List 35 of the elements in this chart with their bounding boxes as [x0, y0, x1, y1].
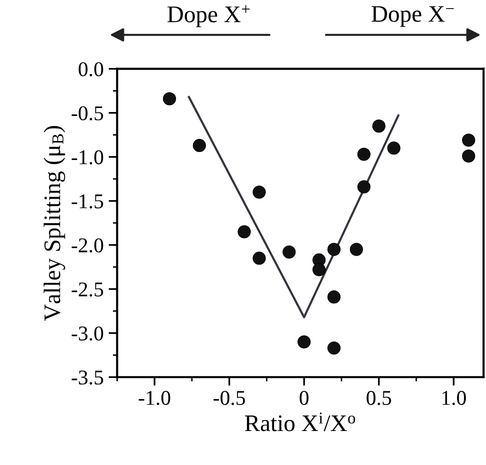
x-axis-title: Ratio X$^{i}$/X$^{o}$: [244, 412, 356, 432]
x-tick-label: 0.5: [366, 390, 392, 406]
point: [298, 335, 311, 348]
x-tick-label: -0.5: [214, 390, 245, 406]
point: [192, 138, 206, 152]
point: [162, 92, 176, 106]
point: [327, 242, 341, 256]
y-tick-label: -2.0: [72, 238, 104, 253]
y-tick-label: -3.0: [72, 326, 104, 341]
y-tick-label: -1.5: [72, 194, 104, 208]
point: [327, 290, 341, 304]
point: [462, 134, 476, 147]
y-tick-label: -0.5: [72, 106, 104, 120]
point: [462, 149, 476, 163]
point: [372, 120, 386, 133]
point: [350, 242, 363, 256]
y-tick-label: -1.0: [72, 150, 104, 164]
text: Dope X$^{−}$: [372, 6, 454, 27]
y-tick-label: -3.5: [72, 370, 104, 385]
point: [252, 252, 266, 265]
point: [357, 180, 370, 194]
x-tick-label: -1.0: [138, 390, 170, 406]
y-tick-label: -2.5: [72, 282, 104, 297]
point: [252, 186, 266, 199]
x-tick-label: 1.0: [442, 390, 466, 406]
text: Dope X$^{+}$: [168, 5, 250, 28]
point: [312, 263, 326, 276]
point: [327, 341, 341, 355]
y-axis-title: Valley Splitting (μ$_{B}$): [44, 126, 66, 321]
point: [387, 142, 400, 155]
point: [357, 148, 370, 161]
x-tick-label: 0: [300, 390, 308, 405]
point: [238, 225, 251, 238]
y-tick-label: 0.0: [78, 62, 104, 76]
point: [282, 245, 296, 259]
